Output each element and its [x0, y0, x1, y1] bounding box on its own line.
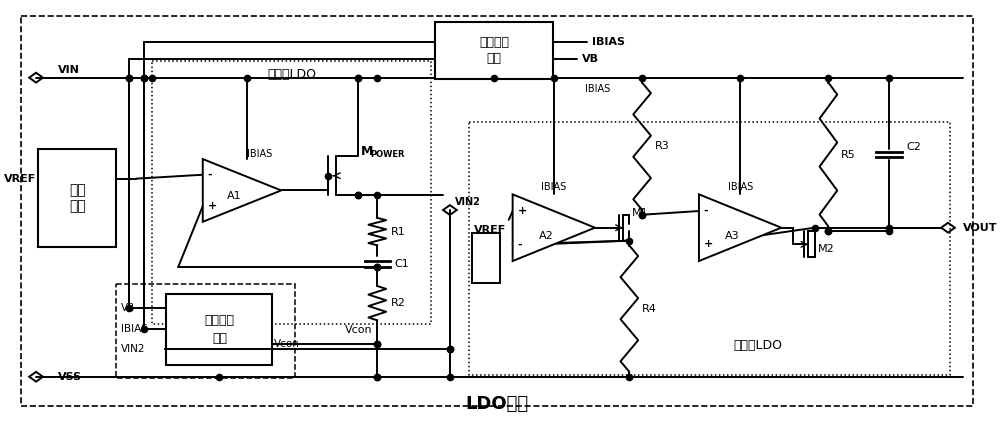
Text: VREF: VREF: [4, 174, 36, 184]
Text: C1: C1: [394, 259, 409, 269]
Text: IBIAS: IBIAS: [541, 181, 566, 192]
Polygon shape: [203, 159, 281, 222]
Text: IBIAS: IBIAS: [592, 36, 625, 47]
Text: 电流偏置: 电流偏置: [479, 36, 509, 49]
Text: POWER: POWER: [370, 150, 405, 159]
Text: C2: C2: [907, 142, 922, 152]
Text: VB: VB: [121, 303, 136, 313]
Text: 固定轨LDO: 固定轨LDO: [267, 68, 316, 81]
Text: M2: M2: [818, 244, 834, 254]
Text: VB: VB: [582, 54, 599, 64]
Text: 电路: 电路: [212, 332, 227, 345]
Text: A3: A3: [725, 231, 740, 240]
Text: Vcon: Vcon: [274, 339, 300, 349]
Bar: [472, 233, 500, 283]
Bar: [435, 22, 553, 78]
Text: 辅助启动: 辅助启动: [204, 314, 234, 327]
Text: IBIAS: IBIAS: [585, 84, 611, 95]
Bar: [116, 284, 295, 378]
Text: M1: M1: [632, 208, 649, 218]
Text: VOUT: VOUT: [963, 223, 997, 233]
Text: +: +: [208, 201, 217, 211]
Text: R5: R5: [841, 150, 856, 159]
Text: 基准: 基准: [69, 184, 86, 198]
Text: 电路: 电路: [487, 52, 502, 64]
Text: 电路: 电路: [69, 199, 86, 213]
Text: A2: A2: [539, 231, 553, 240]
Text: R1: R1: [391, 226, 406, 237]
Text: VREF: VREF: [474, 225, 507, 234]
Bar: [38, 149, 116, 247]
Text: R3: R3: [655, 141, 670, 151]
Text: VSS: VSS: [58, 372, 82, 382]
Text: -: -: [208, 170, 212, 180]
Text: VIN2: VIN2: [121, 344, 146, 354]
Text: +: +: [704, 240, 713, 249]
Polygon shape: [513, 194, 595, 261]
Text: LDO电路: LDO电路: [465, 395, 529, 413]
Text: R2: R2: [391, 298, 406, 308]
Text: 浮动轨LDO: 浮动轨LDO: [733, 339, 782, 352]
Text: Vcon: Vcon: [345, 325, 372, 335]
Text: IBIAS: IBIAS: [121, 324, 148, 334]
Polygon shape: [699, 194, 781, 261]
Text: +: +: [518, 206, 527, 216]
Text: R4: R4: [642, 304, 657, 314]
Bar: [469, 122, 950, 375]
Bar: [166, 294, 272, 365]
Text: VIN: VIN: [58, 65, 80, 75]
Text: A1: A1: [227, 191, 241, 201]
Text: -: -: [518, 240, 522, 249]
Text: IBIAS: IBIAS: [247, 149, 272, 159]
Text: VIN2: VIN2: [455, 197, 481, 207]
Text: M: M: [361, 145, 373, 158]
Text: IBIAS: IBIAS: [728, 181, 753, 192]
Bar: [152, 61, 431, 324]
Text: -: -: [704, 206, 708, 216]
